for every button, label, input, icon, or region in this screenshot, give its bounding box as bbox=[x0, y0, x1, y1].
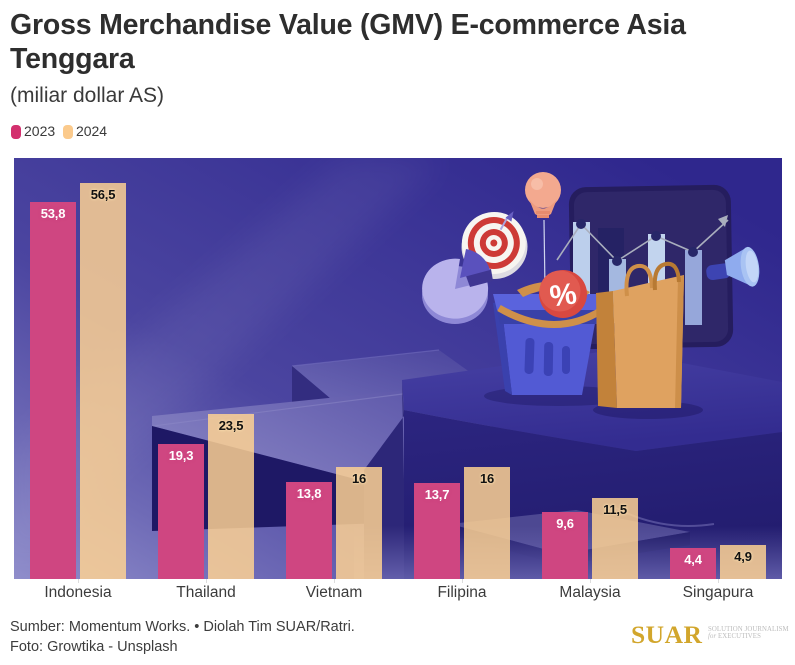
svg-text:%: % bbox=[548, 277, 579, 313]
